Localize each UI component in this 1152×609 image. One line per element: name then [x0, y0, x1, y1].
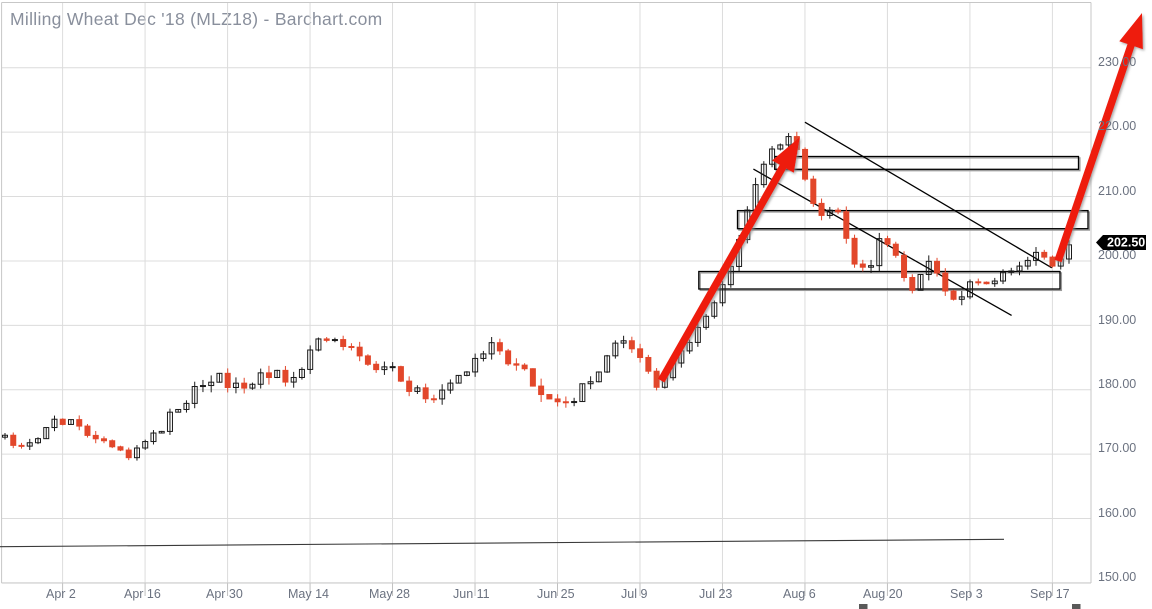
svg-text:202.50: 202.50 [1107, 235, 1145, 249]
